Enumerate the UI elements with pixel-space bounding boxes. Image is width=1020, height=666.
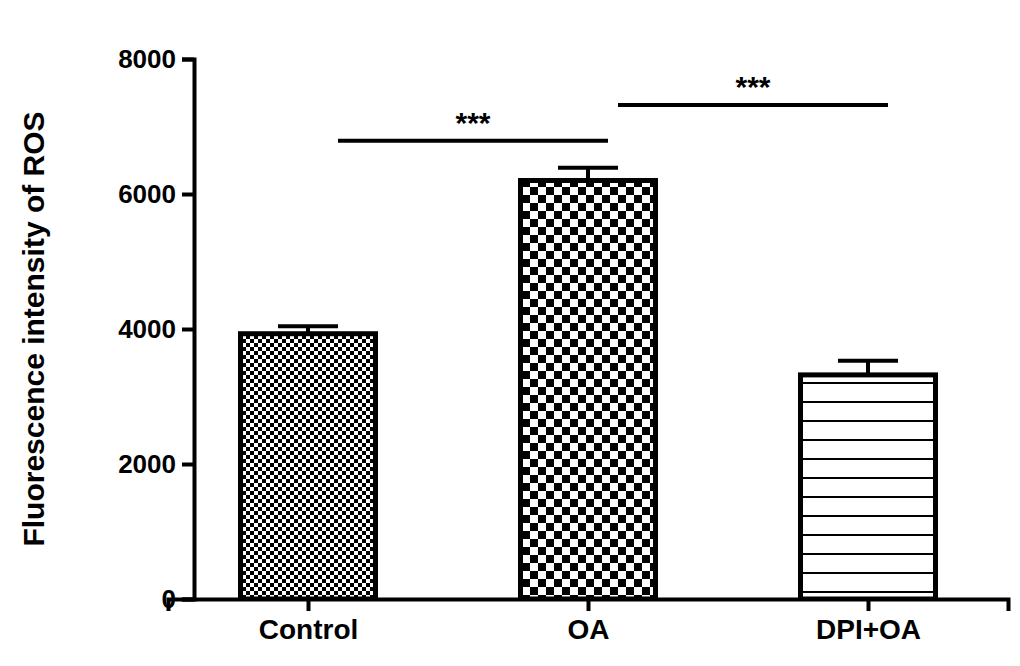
significance-line [618, 103, 888, 107]
error-bar [558, 168, 618, 181]
plot: 02000400060008000ControlOADPI+OA****** [118, 44, 1008, 645]
y-tick: 4000 [118, 314, 194, 344]
y-tick-mark [182, 328, 194, 332]
error-cap [838, 359, 898, 363]
y-tick-label: 8000 [118, 44, 176, 74]
x-tick: OA [568, 599, 610, 645]
error-bar [278, 326, 338, 333]
bar [241, 334, 376, 599]
error-cap [558, 166, 618, 170]
x-tick: DPI+OA [816, 599, 921, 645]
y-tick-label: 6000 [118, 179, 176, 209]
x-tick-mark [587, 599, 591, 611]
x-axis: Control OA DPI+OA [169, 599, 1009, 645]
bar [521, 181, 656, 600]
error-bar [838, 361, 898, 375]
error-cap [278, 324, 338, 328]
y-tick: 8000 [118, 44, 194, 74]
x-tick-label: DPI+OA [816, 614, 921, 645]
significance-label: *** [735, 70, 770, 103]
y-tick: 2000 [118, 449, 194, 479]
significance-label: *** [455, 106, 490, 139]
y-tick-label: 2000 [118, 449, 176, 479]
y-tick-mark [182, 463, 194, 467]
y-tick-label: 4000 [118, 314, 176, 344]
y-tick-mark [182, 193, 194, 197]
x-tick-label: OA [568, 614, 610, 645]
x-axis-line [169, 600, 1009, 612]
bar [801, 375, 936, 599]
bars [241, 168, 936, 599]
error-stem [866, 361, 870, 375]
x-tick-mark [307, 599, 311, 611]
y-axis-title: Fluorescence intensity of ROS [17, 111, 50, 546]
y-axis: 02000400060008000 [118, 44, 194, 614]
y-tick: 6000 [118, 179, 194, 209]
x-tick-label: Control [259, 614, 359, 645]
significance-line [338, 139, 608, 143]
x-tick-mark [867, 599, 871, 611]
chart: 02000400060008000ControlOADPI+OA******Fl… [0, 0, 1020, 666]
y-axis-line [182, 60, 195, 600]
x-tick: Control [259, 599, 359, 645]
y-tick-mark [182, 58, 194, 62]
